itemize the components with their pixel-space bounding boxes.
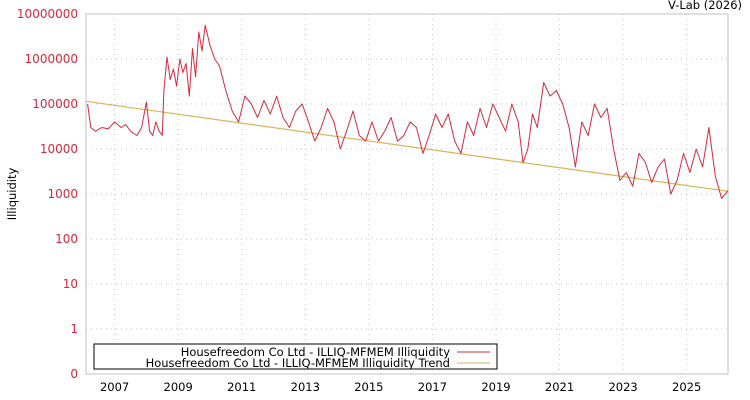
- x-tick-label: 2007: [100, 380, 129, 394]
- credit-label: V-Lab (2026): [668, 0, 742, 12]
- legend-box: [93, 343, 498, 370]
- illiquidity-line: [87, 24, 729, 199]
- x-tick-label: 2015: [354, 380, 383, 394]
- y-tick-label: 10: [63, 277, 78, 291]
- y-tick-label: 100000: [32, 97, 78, 111]
- y-tick-label: 10000: [40, 142, 78, 156]
- y-tick-label: 100: [55, 232, 78, 246]
- x-tick-label: 2013: [291, 380, 320, 394]
- legend-label-illiquidity: Housefreedom Co Ltd - ILLIQ-MFMEM Illiqu…: [181, 345, 450, 359]
- data-series: [85, 24, 729, 199]
- x-tick-label: 2021: [545, 380, 574, 394]
- y-tick-label: 10000000: [17, 7, 78, 21]
- x-tick-label: 2023: [608, 380, 637, 394]
- plot-area-border: [85, 13, 729, 375]
- x-tick-label: 2011: [227, 380, 256, 394]
- x-tick-label: 2025: [672, 380, 701, 394]
- legend: Housefreedom Co Ltd - ILLIQ-MFMEM Illiqu…: [93, 343, 498, 370]
- y-tick-label: 1000000: [25, 52, 78, 66]
- y-tick-label: 0: [70, 367, 78, 381]
- y-tick-label: 1000: [47, 187, 78, 201]
- grid-lines: [86, 14, 728, 374]
- x-tick-label: 2019: [481, 380, 510, 394]
- x-tick-label: 2017: [418, 380, 447, 394]
- x-tick-label: 2009: [164, 380, 193, 394]
- legend-label-trend: Housefreedom Co Ltd - ILLIQ-MFMEM Illiqu…: [146, 356, 450, 370]
- y-axis-label: Illiquidity: [5, 168, 19, 221]
- illiquidity-trend-line: [85, 100, 729, 192]
- y-tick-label: 1: [70, 322, 78, 336]
- x-axis-ticks: 2007 2009 2011 2013 2015 2017 2019 2021 2023 2025: [100, 380, 701, 394]
